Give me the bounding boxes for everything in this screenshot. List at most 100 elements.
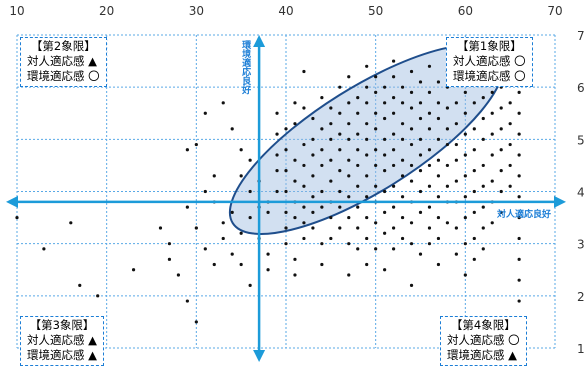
data-point — [454, 101, 458, 105]
data-point — [284, 169, 288, 173]
data-point — [392, 184, 396, 188]
y-tick-label: 10 — [577, 342, 585, 356]
data-point — [221, 236, 225, 241]
data-point — [356, 205, 360, 209]
data-point — [347, 158, 351, 162]
data-point — [329, 215, 333, 220]
data-point — [311, 210, 315, 214]
data-point — [436, 262, 441, 267]
data-point — [356, 247, 360, 251]
y-tick-label: 40 — [577, 186, 585, 200]
data-point — [418, 153, 423, 157]
x-tick-label: 50 — [368, 4, 383, 18]
data-point — [365, 215, 369, 220]
data-point — [275, 169, 279, 173]
data-point — [427, 111, 432, 115]
data-point — [311, 153, 315, 157]
x-axis-label: 対人適応良好 — [497, 209, 552, 220]
data-point — [490, 132, 494, 136]
data-point — [517, 174, 521, 178]
data-point — [383, 189, 387, 194]
data-point — [383, 116, 387, 121]
data-point — [356, 163, 360, 168]
data-point — [374, 75, 378, 79]
data-point — [374, 184, 378, 188]
quadrant-axes — [6, 35, 566, 362]
data-point — [338, 169, 342, 173]
data-point — [427, 184, 432, 188]
data-point — [499, 106, 503, 110]
data-point — [517, 132, 521, 136]
data-point — [392, 247, 396, 251]
x-tick-label: 40 — [278, 4, 293, 18]
data-point — [472, 257, 476, 261]
data-point — [356, 132, 360, 136]
data-point — [203, 247, 207, 251]
data-point — [409, 179, 414, 183]
data-point — [320, 242, 324, 246]
data-point — [311, 226, 315, 230]
data-point — [472, 236, 476, 241]
data-point — [338, 189, 342, 194]
data-point — [266, 252, 270, 256]
data-point — [230, 210, 234, 214]
data-point — [454, 252, 458, 256]
data-point — [517, 90, 521, 94]
data-point — [320, 262, 324, 267]
data-point — [320, 96, 324, 100]
data-point — [463, 273, 467, 277]
data-point — [347, 273, 351, 277]
data-point — [490, 153, 494, 157]
data-point — [293, 158, 297, 162]
data-point — [392, 163, 396, 168]
data-point — [239, 262, 243, 267]
data-point — [392, 205, 396, 209]
data-point — [374, 247, 378, 251]
data-point — [311, 137, 315, 141]
data-point — [436, 116, 441, 121]
data-point — [302, 184, 306, 188]
data-point — [365, 101, 369, 105]
data-point — [392, 75, 396, 79]
arrow-down-icon — [253, 350, 266, 362]
data-point — [418, 80, 423, 84]
data-point — [329, 236, 333, 241]
data-point — [158, 226, 163, 230]
data-point — [221, 221, 225, 225]
data-point — [266, 210, 270, 214]
data-point — [230, 252, 234, 256]
quadrant-2-row-2: 環境適応感 〇 — [27, 69, 100, 83]
data-point — [454, 179, 458, 183]
data-point — [347, 174, 351, 178]
x-tick-label: 10 — [9, 4, 24, 18]
data-point — [42, 247, 46, 251]
data-point — [436, 137, 441, 141]
data-point — [490, 111, 494, 115]
data-point — [490, 179, 494, 183]
data-point — [409, 283, 414, 287]
data-point — [472, 127, 476, 131]
data-point — [436, 215, 441, 220]
data-point — [499, 169, 503, 173]
arrow-up-icon — [253, 35, 266, 47]
data-point — [374, 111, 378, 115]
data-point — [356, 96, 360, 100]
data-point — [293, 273, 297, 277]
x-ticks: 10 20 30 40 50 60 70 — [9, 4, 562, 18]
x-tick-label: 70 — [547, 4, 562, 18]
quadrant-4-title: 【第4象限】 — [450, 318, 516, 332]
data-point — [463, 215, 467, 220]
data-point — [454, 158, 458, 162]
data-point — [338, 148, 342, 152]
data-point — [338, 226, 342, 230]
data-point — [248, 158, 252, 162]
quadrant-1-box: 【第1象限】 対人適応感 〇 環境適応感 〇 — [446, 37, 533, 87]
data-point — [239, 231, 243, 235]
data-point — [302, 106, 306, 110]
data-point — [400, 215, 405, 220]
data-point — [365, 195, 369, 199]
y-tick-label: 60 — [577, 81, 585, 95]
data-point — [194, 320, 198, 324]
data-point — [508, 142, 512, 147]
